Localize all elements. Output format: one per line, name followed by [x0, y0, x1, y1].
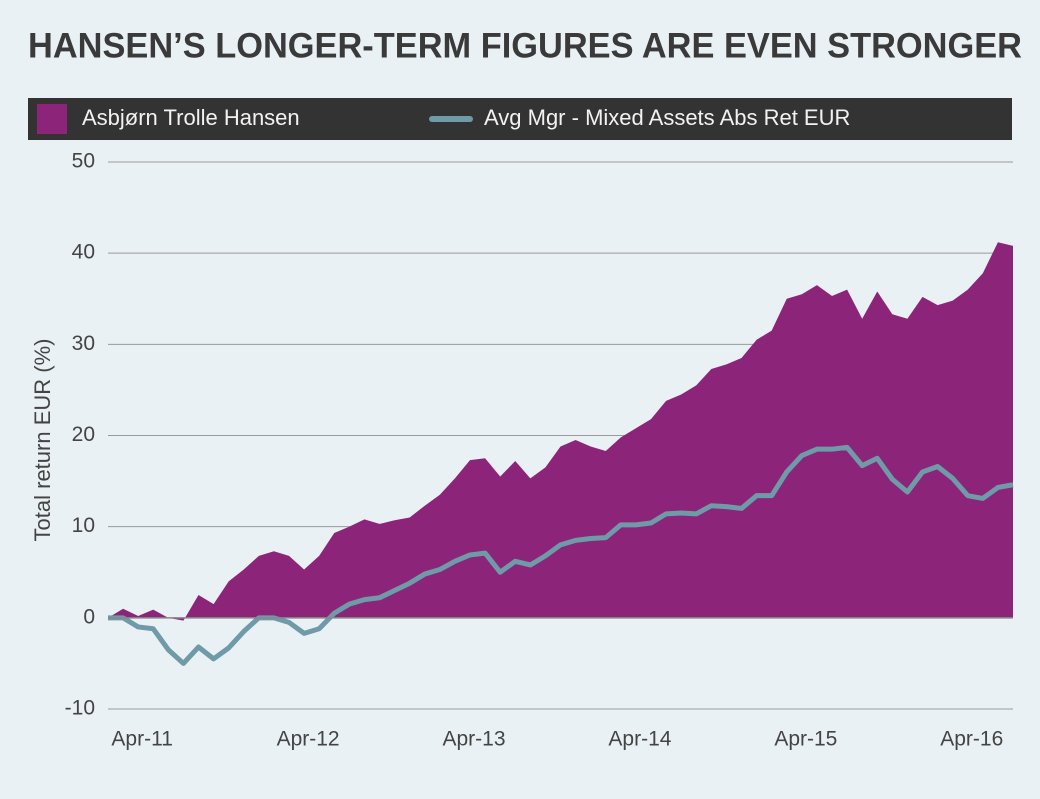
chart-title: HANSEN’S LONGER-TERM FIGURES ARE EVEN ST…: [28, 26, 1022, 65]
y-tick-label: 40: [72, 241, 95, 264]
x-tick-label: Apr-15: [774, 728, 837, 751]
y-tick-label: 10: [72, 514, 95, 537]
legend-swatch: [37, 104, 67, 134]
x-tick-label: Apr-11: [111, 728, 172, 751]
y-axis-label: Total return EUR (%): [30, 339, 55, 542]
y-tick-label: 0: [83, 605, 95, 628]
x-tick-label: Apr-13: [442, 728, 505, 751]
x-tick-label: Apr-14: [608, 728, 671, 751]
legend-label: Avg Mgr - Mixed Assets Abs Ret EUR: [484, 105, 850, 130]
legend-label: Asbjørn Trolle Hansen: [82, 105, 300, 130]
x-tick-label: Apr-12: [277, 728, 340, 751]
y-tick-label: 30: [72, 332, 95, 355]
legend-bar: [28, 98, 1012, 140]
y-tick-label: -10: [65, 697, 95, 720]
x-tick-label: Apr-16: [940, 728, 1003, 751]
y-tick-label: 20: [72, 423, 95, 446]
y-tick-label: 50: [72, 150, 95, 173]
area: [108, 242, 1013, 621]
